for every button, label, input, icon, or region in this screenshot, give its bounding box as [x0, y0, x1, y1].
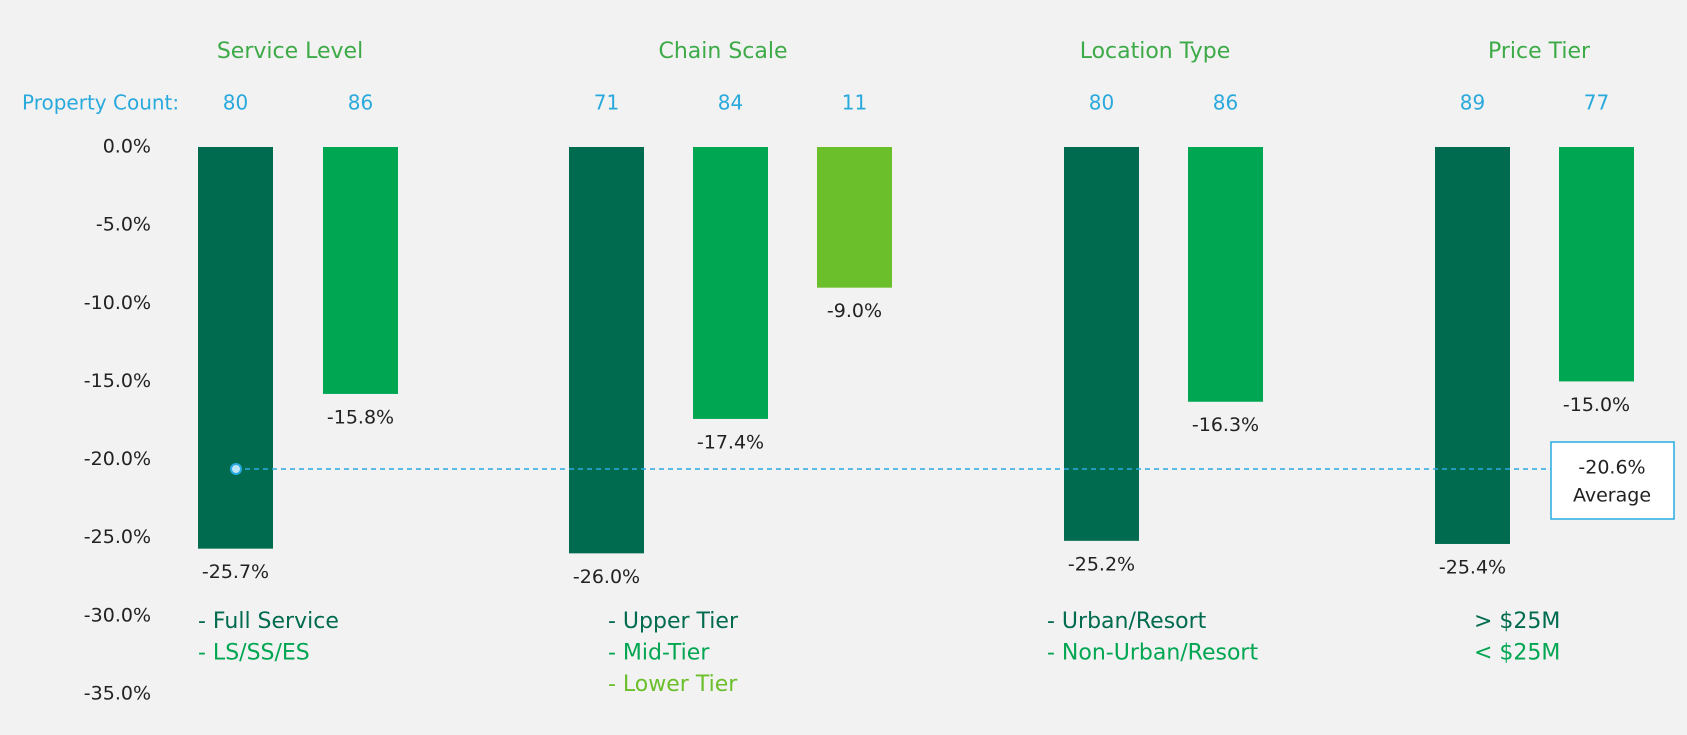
y-tick-label: -25.0% [84, 526, 151, 548]
group-title: Chain Scale [658, 39, 787, 64]
bar [817, 147, 892, 288]
property-count: 86 [348, 91, 373, 115]
average-label: Average [1573, 485, 1651, 507]
legend-entry: - Urban/Resort [1047, 609, 1207, 634]
y-tick-label: -30.0% [84, 604, 151, 626]
average-box [1550, 441, 1675, 520]
value-label: -25.4% [1439, 556, 1506, 578]
property-count: 71 [594, 91, 619, 115]
value-label: -9.0% [827, 300, 882, 322]
bar [1435, 147, 1510, 544]
legend-entry: - Lower Tier [608, 672, 738, 697]
y-tick-label: -15.0% [84, 370, 151, 392]
bar [323, 147, 398, 394]
bar [693, 147, 768, 419]
group-title: Location Type [1080, 39, 1231, 64]
legend-entry: - Upper Tier [608, 609, 739, 634]
value-label: -17.4% [697, 431, 764, 453]
group-title: Price Tier [1488, 39, 1591, 64]
property-count: 89 [1460, 91, 1485, 115]
property-count: 11 [842, 91, 867, 115]
property-count: 80 [223, 91, 248, 115]
bar [198, 147, 273, 549]
bar [1559, 147, 1634, 382]
value-label: -25.7% [202, 561, 269, 583]
bar [1064, 147, 1139, 541]
value-label: -25.2% [1068, 553, 1135, 575]
average-value-label: -20.6% [1578, 457, 1645, 479]
bar [569, 147, 644, 554]
value-label: -16.3% [1192, 414, 1259, 436]
legend-entry: - Full Service [198, 609, 339, 634]
property-count: 77 [1584, 91, 1609, 115]
legend-entry: - LS/SS/ES [198, 641, 310, 666]
y-tick-label: -10.0% [84, 292, 151, 314]
y-tick-label: 0.0% [103, 136, 151, 158]
group-title: Service Level [217, 39, 363, 64]
legend-entry: < $25M [1474, 641, 1560, 666]
property-count: 86 [1213, 91, 1238, 115]
y-tick-label: -20.0% [84, 448, 151, 470]
value-label: -15.8% [327, 406, 394, 428]
value-label: -15.0% [1563, 394, 1630, 416]
value-label: -26.0% [573, 566, 640, 588]
y-tick-label: -35.0% [84, 683, 151, 705]
property-count-label: Property Count: [22, 91, 179, 115]
bar [1188, 147, 1263, 402]
legend-entry: - Mid-Tier [608, 641, 710, 666]
y-tick-label: -5.0% [96, 214, 151, 236]
property-count: 80 [1089, 91, 1114, 115]
legend-entry: - Non-Urban/Resort [1047, 641, 1258, 666]
average-marker [230, 462, 242, 475]
legend-entry: > $25M [1474, 609, 1560, 634]
property-count: 84 [718, 91, 743, 115]
